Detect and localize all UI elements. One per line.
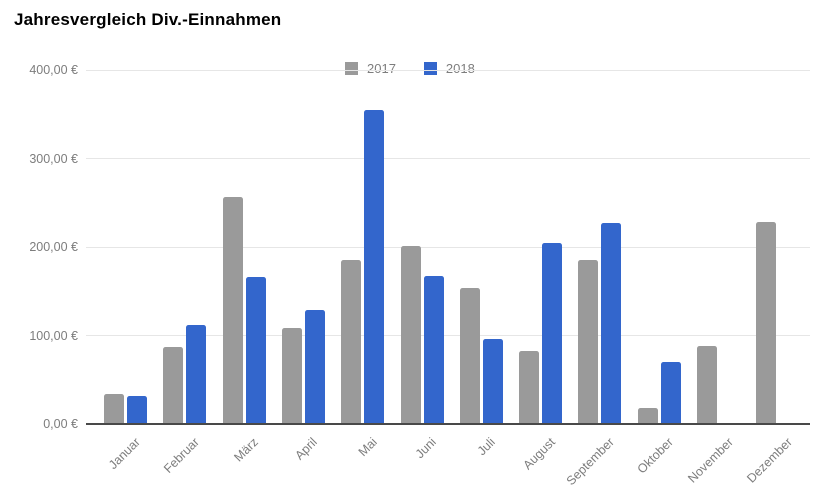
y-axis-label-300: 300,00 € <box>29 151 78 166</box>
gridline-100 <box>86 335 810 336</box>
bar-2018-mai[interactable] <box>364 109 385 424</box>
legend-item-2017[interactable]: 2017 <box>345 61 396 76</box>
bar-2018-april[interactable] <box>304 309 325 424</box>
gridline-400 <box>86 69 810 71</box>
bar-2017-september[interactable] <box>578 260 599 424</box>
bar-2018-marz[interactable] <box>245 277 266 424</box>
bar-2017-mai[interactable] <box>341 260 362 424</box>
bar-2017-januar[interactable] <box>104 393 124 424</box>
bar-2018-juli[interactable] <box>482 339 503 424</box>
bar-2017-juli[interactable] <box>459 287 480 424</box>
legend-swatch-2018 <box>423 62 437 75</box>
y-axis-label-200: 200,00 € <box>29 240 78 254</box>
bar-2017-marz[interactable] <box>222 197 243 424</box>
bar-2018-januar[interactable] <box>127 395 147 424</box>
bar-2017-juni[interactable] <box>400 246 421 424</box>
chart-title: Jahresvergleich Div.-Einnahmen <box>14 10 282 29</box>
bar-2018-august[interactable] <box>542 243 563 424</box>
bar-2017-april[interactable] <box>281 328 302 424</box>
bar-2018-oktober[interactable] <box>660 362 681 424</box>
y-axis-label-100: 100,00 € <box>29 328 78 343</box>
legend-item-2018[interactable]: 2018 <box>423 61 475 76</box>
chart-legend: 2017 2018 <box>345 61 475 76</box>
legend-label-2018: 2018 <box>445 61 475 76</box>
gridline-300 <box>86 158 810 159</box>
y-axis-label-0: 0,00 € <box>43 417 78 431</box>
legend-label-2017: 2017 <box>367 61 396 76</box>
bar-2017-oktober[interactable] <box>637 408 658 424</box>
bar-2018-juni[interactable] <box>423 276 444 424</box>
legend-swatch-2017 <box>345 62 358 75</box>
x-axis-label-januar: Januar <box>105 435 143 472</box>
bar-2017-dezember[interactable] <box>756 222 777 424</box>
bar-2017-februar[interactable] <box>163 347 184 424</box>
gridline-200 <box>86 246 810 248</box>
y-axis-label-400: 400,00 € <box>29 63 78 77</box>
bar-2018-februar[interactable] <box>186 324 207 424</box>
bar-2017-august[interactable] <box>519 350 540 424</box>
bar-2017-november[interactable] <box>697 346 717 424</box>
x-axis-line <box>86 423 810 425</box>
bar-2018-september[interactable] <box>601 223 622 424</box>
